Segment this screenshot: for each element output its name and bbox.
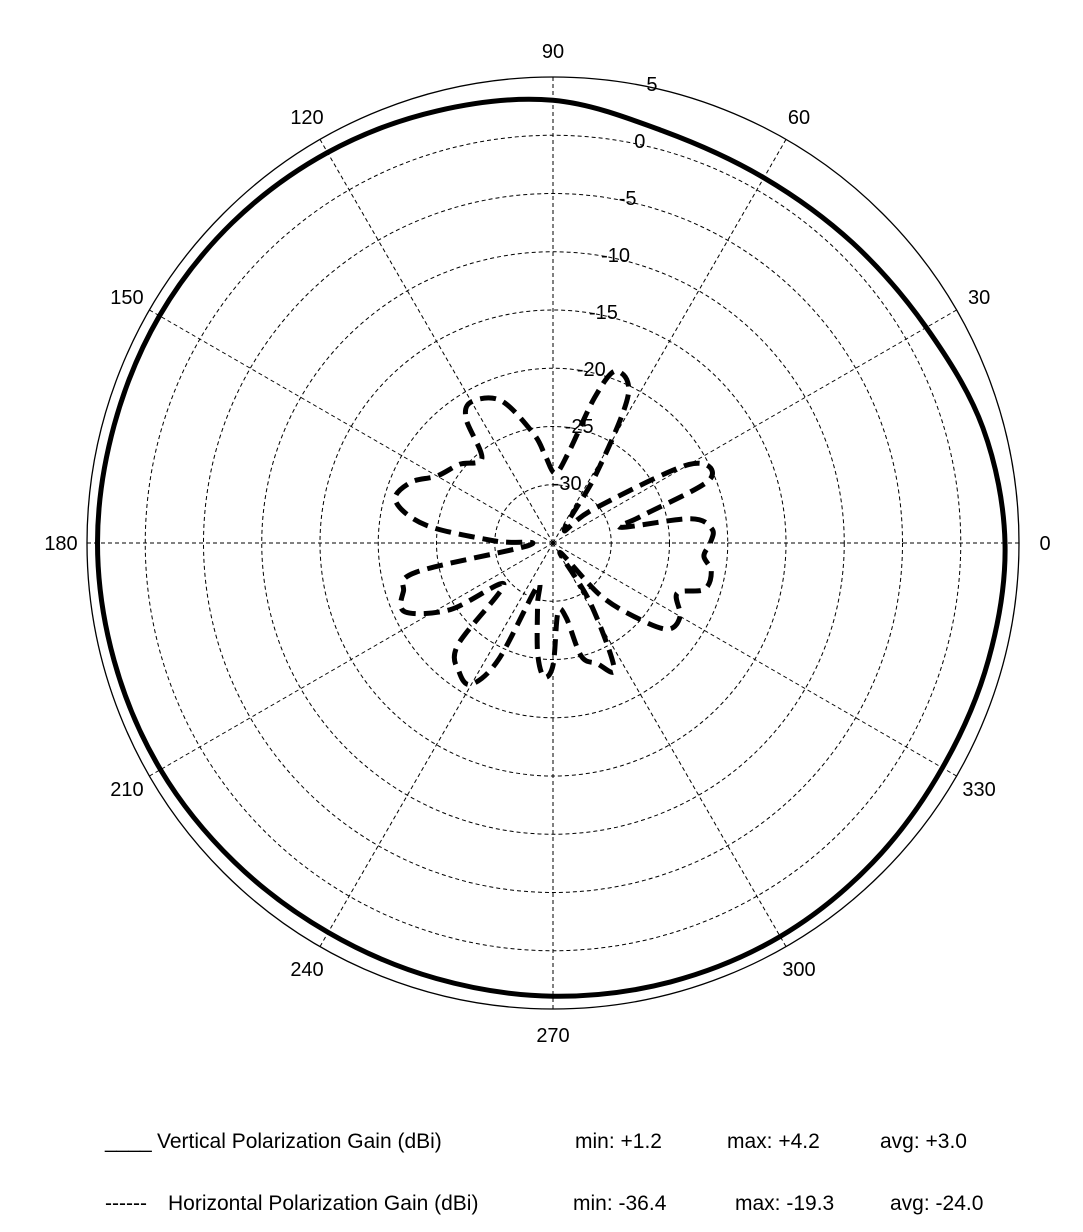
angle-tick-label: 30 xyxy=(968,287,990,309)
angle-tick-label: 0 xyxy=(1039,533,1050,555)
legend-horizontal-max: max: -19.3 xyxy=(735,1192,835,1215)
label-layer: 0 30 60 90 120 150 180 210 240 270 300 330 -30 -25 -20… xyxy=(44,41,1050,1047)
grid-ring xyxy=(203,193,903,893)
angle-tick-label: 90 xyxy=(542,41,564,63)
legend-horizontal: ------ Horizontal Polarization Gain (dBi… xyxy=(0,1192,1083,1232)
grid-ring xyxy=(436,426,670,660)
grid-spoke xyxy=(552,542,957,777)
legend-vertical-min: min: +1.2 xyxy=(575,1130,662,1153)
series-vertical-gain xyxy=(95,96,1008,999)
legend-vertical-max: max: +4.2 xyxy=(727,1130,820,1153)
angle-tick-label: 300 xyxy=(782,959,815,981)
angle-tick-label: 210 xyxy=(110,779,143,801)
legend-horizontal-label: Horizontal Polarization Gain (dBi) xyxy=(168,1192,479,1215)
angle-tick-label: 270 xyxy=(536,1025,569,1047)
legend-vertical-label: Vertical Polarization Gain (dBi) xyxy=(157,1130,442,1153)
legend-horizontal-min: min: -36.4 xyxy=(573,1192,667,1215)
radial-tick-label: 5 xyxy=(646,74,657,96)
grid-spoke xyxy=(552,139,787,544)
grid-spoke xyxy=(552,309,957,544)
grid-spoke xyxy=(149,309,554,544)
grid-spoke xyxy=(552,542,787,947)
grid-ring xyxy=(261,251,845,835)
grid-spoke xyxy=(149,542,554,777)
series-layer xyxy=(95,96,1008,999)
grid-ring xyxy=(377,367,729,719)
angle-tick-label: 240 xyxy=(290,959,323,981)
radial-tick-label: -20 xyxy=(577,359,606,381)
radial-tick-label: -15 xyxy=(589,302,618,324)
angle-tick-label: 120 xyxy=(290,107,323,129)
radial-tick-label: -30 xyxy=(553,473,582,495)
legend-vertical-avg: avg: +3.0 xyxy=(880,1130,967,1153)
radial-tick-label: 0 xyxy=(634,131,645,153)
angle-tick-label: 60 xyxy=(788,107,810,129)
polar-chart: 0 30 60 90 120 150 180 210 240 270 300 330 -30 -25 -20… xyxy=(44,41,1050,1047)
radial-tick-label: -25 xyxy=(565,416,594,438)
angle-tick-label: 180 xyxy=(44,533,77,555)
angle-tick-label: 150 xyxy=(110,287,143,309)
grid-spoke xyxy=(319,139,554,544)
grid-spoke xyxy=(319,542,554,947)
legend-vertical: ____ Vertical Polarization Gain (dBi) mi… xyxy=(0,1130,1083,1170)
legend-horizontal-marker: ------ xyxy=(105,1192,147,1215)
legend-vertical-marker: ____ xyxy=(105,1130,152,1153)
radial-tick-label: -10 xyxy=(601,245,630,267)
polar-grid xyxy=(86,76,1020,1010)
angle-tick-label: 330 xyxy=(962,779,995,801)
radial-tick-label: -5 xyxy=(619,188,637,210)
series-horizontal-gain xyxy=(392,368,716,688)
legend-horizontal-avg: avg: -24.0 xyxy=(890,1192,984,1215)
